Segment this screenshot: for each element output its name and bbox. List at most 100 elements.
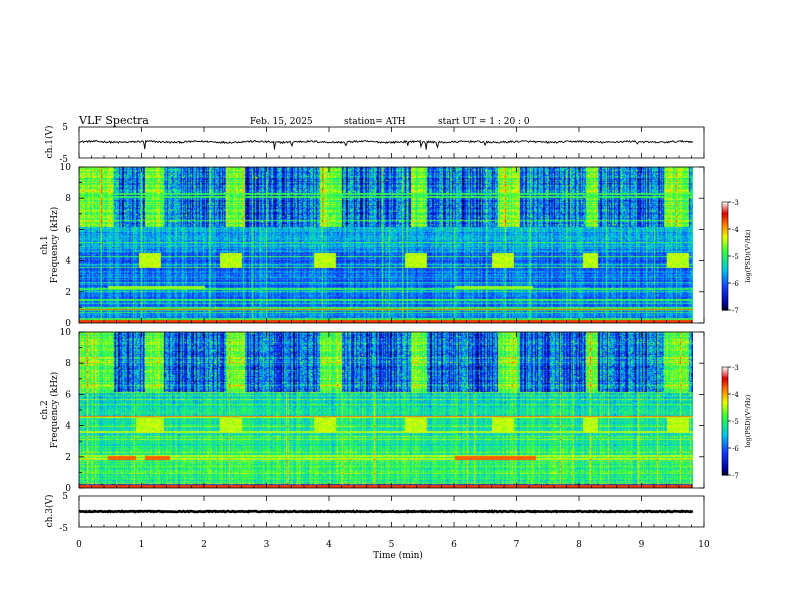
colorbar-swatch: [722, 439, 728, 442]
time-tick-label: 3: [264, 540, 270, 550]
colorbar-swatch: [722, 403, 728, 406]
colorbar-swatch: [722, 254, 728, 257]
colorbar-swatch: [722, 388, 728, 391]
colorbar-swatch: [722, 462, 728, 465]
time-tick-label: 8: [576, 540, 582, 550]
time-axis: 0 1 2 3 4 5 6 7 8 9 10: [76, 127, 710, 550]
colorbar-swatch: [722, 433, 728, 436]
colorbar-tick-label: -6: [732, 280, 739, 288]
colorbar-swatch: [722, 367, 728, 370]
colorbar-swatch: [722, 248, 728, 252]
colorbar-swatch: [722, 239, 728, 243]
ch1-frequency-ticks: 0 2 4 6 8 10: [60, 163, 704, 329]
time-tick-label: 9: [639, 540, 645, 550]
time-tick-label: 1: [139, 540, 145, 550]
ch1-spectrogram-panel: 0 2 4 6 8 10 ch.1 Frequency (kHz): [40, 163, 705, 329]
voltage-line: [78, 139, 694, 150]
colorbar-swatch: [722, 302, 728, 306]
colorbar-tick-label: -7: [732, 307, 739, 315]
colorbar-swatch: [722, 256, 728, 259]
colorbar-swatch: [722, 385, 728, 388]
colorbar-swatch: [722, 467, 728, 471]
freq-tick-label: 2: [65, 288, 71, 298]
colorbar-swatch: [722, 426, 728, 429]
colorbar-swatch: [722, 266, 728, 270]
colorbar-swatch: [722, 283, 728, 286]
colorbar-swatch: [722, 446, 728, 449]
colorbar-swatch: [722, 383, 728, 386]
colorbar-tick-label: -5: [732, 253, 739, 261]
freq-tick-label: 8: [65, 194, 71, 204]
colorbar-swatch: [722, 421, 728, 424]
freq-tick-label: 6: [65, 390, 71, 400]
colorbar-swatch: [722, 301, 728, 304]
colorbar-swatch: [722, 379, 728, 382]
colorbar-swatch: [722, 236, 728, 239]
ch2-spectrogram-panel: 0 2 4 6 8 10 ch.2 Frequency (kHz): [40, 328, 705, 494]
colorbar-swatch: [722, 270, 728, 273]
freq-tick-label: 6: [65, 225, 71, 235]
colorbar-swatch: [722, 449, 728, 453]
colorbar-swatch: [722, 304, 728, 307]
ch3-voltage-ylabel: ch.3(V): [44, 495, 55, 528]
colorbar-swatch: [722, 397, 728, 400]
colorbar-swatch: [722, 451, 728, 454]
ch1-ytick-top: 5: [62, 123, 68, 133]
colorbar-swatch: [722, 247, 728, 250]
colorbar-swatch: [722, 372, 728, 375]
colorbar-swatch: [722, 399, 728, 402]
colorbar-swatch: [722, 376, 728, 379]
colorbar-swatch: [722, 374, 728, 377]
colorbar-swatch: [722, 448, 728, 451]
colorbar-swatch: [722, 230, 728, 234]
colorbar-swatch: [722, 277, 728, 280]
colorbar-swatch: [722, 272, 728, 275]
colorbar-swatch: [722, 232, 728, 235]
colorbar-swatch: [722, 415, 728, 418]
ch1-voltage-ylabel: ch.1(V): [44, 126, 55, 159]
colorbar-swatch: [722, 211, 728, 214]
colorbar-swatch: [722, 223, 728, 226]
colorbar-swatch: [722, 275, 728, 279]
time-axis-label: Time (min): [373, 550, 423, 561]
colorbar-swatch: [722, 245, 728, 248]
colorbar-swatch: [722, 417, 728, 420]
ch1-ytick-bottom: -5: [59, 155, 68, 165]
colorbar-swatch: [722, 214, 728, 217]
colorbar-swatch: [722, 238, 728, 241]
colorbar-swatch: [722, 308, 728, 311]
colorbar-swatch: [722, 286, 728, 289]
colorbar-tick-label: -5: [732, 418, 739, 426]
ch2-spectrogram-image: [79, 332, 693, 488]
ch3-voltage-trace: [78, 509, 694, 514]
colorbar-swatch: [722, 406, 728, 409]
freq-tick-label: 10: [60, 163, 72, 173]
colorbar-swatch: [722, 202, 728, 205]
colorbar-swatch: [722, 377, 728, 381]
colorbar-swatch: [722, 437, 728, 440]
colorbar-swatch: [722, 453, 728, 456]
colorbar-tick-label: -4: [732, 226, 739, 234]
time-tick-label: 0: [76, 540, 82, 550]
colorbar-swatch: [722, 469, 728, 472]
colorbar-swatch: [722, 419, 728, 422]
colorbar-swatch: [722, 424, 728, 427]
colorbar-swatch: [722, 241, 728, 244]
ch3-ytick-top: 5: [62, 492, 68, 502]
ch3-ytick-bottom: -5: [59, 524, 68, 534]
colorbar-swatch: [722, 404, 728, 408]
colorbar-swatch: [722, 216, 728, 219]
colorbar-label: log(PSD)(V²/Hz): [744, 229, 752, 282]
colorbar-swatch: [722, 229, 728, 232]
colorbar-swatch: [722, 205, 728, 208]
colorbar-swatch: [722, 422, 728, 426]
colorbar-tick-label: -6: [732, 445, 739, 453]
ch1-voltage-panel: 5 -5 ch.1(V): [44, 123, 705, 165]
colorbar-swatch: [722, 471, 728, 474]
ch2-spectrogram-ylabel-frequency: Frequency (kHz): [49, 372, 60, 449]
colorbar-swatch: [722, 250, 728, 253]
colorbar-swatch: [722, 442, 728, 445]
colorbar-swatch: [722, 207, 728, 210]
start-time-label: start UT = 1 : 20 : 0: [438, 117, 530, 127]
freq-tick-label: 2: [65, 453, 71, 463]
